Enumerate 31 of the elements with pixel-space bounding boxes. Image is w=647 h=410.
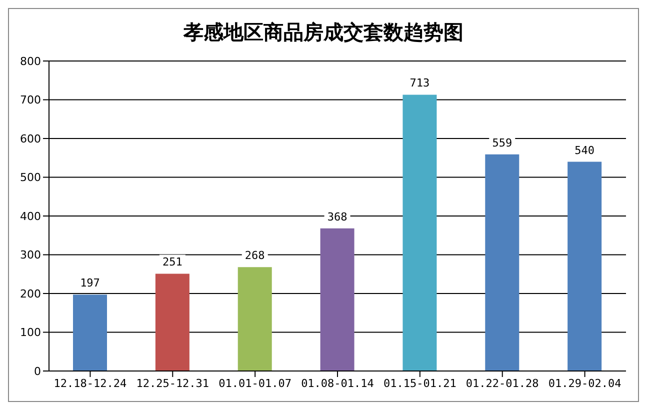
- x-tick-label: 01.01-01.07: [218, 376, 292, 390]
- data-label: 540: [574, 144, 595, 157]
- bar: [73, 294, 107, 371]
- data-label: 197: [80, 276, 100, 290]
- chart-title: 孝感地区商品房成交套数趋势图: [182, 19, 464, 46]
- data-label: 251: [162, 256, 182, 269]
- y-tick-label: 100: [20, 326, 41, 340]
- x-tick-label: 12.18-12.24: [54, 376, 128, 390]
- y-tick-label: 0: [34, 364, 41, 378]
- bar: [402, 94, 437, 371]
- y-tick-label: 200: [20, 287, 41, 300]
- x-tick-label: 01.08-01.14: [301, 376, 374, 390]
- x-tick-label: 12.25-12.31: [136, 376, 210, 390]
- data-label: 713: [410, 76, 430, 90]
- bar: [485, 154, 520, 371]
- y-tick-label: 700: [20, 94, 41, 107]
- bar: [568, 162, 602, 371]
- y-tick-label: 300: [20, 248, 41, 262]
- x-tick-label: 01.22-01.28: [466, 376, 539, 390]
- y-tick-label: 600: [20, 132, 41, 146]
- y-tick-label: 400: [20, 210, 41, 223]
- bar: [238, 267, 272, 371]
- data-label: 559: [492, 136, 512, 150]
- data-label: 368: [327, 210, 348, 224]
- y-tick-label: 800: [20, 54, 41, 68]
- data-label: 268: [244, 249, 265, 262]
- x-tick-label: 01.29-02.04: [548, 376, 622, 390]
- x-tick-label: 01.15-01.21: [384, 376, 456, 390]
- bar: [320, 228, 354, 371]
- y-tick-label: 500: [20, 171, 41, 184]
- bar: [155, 274, 190, 371]
